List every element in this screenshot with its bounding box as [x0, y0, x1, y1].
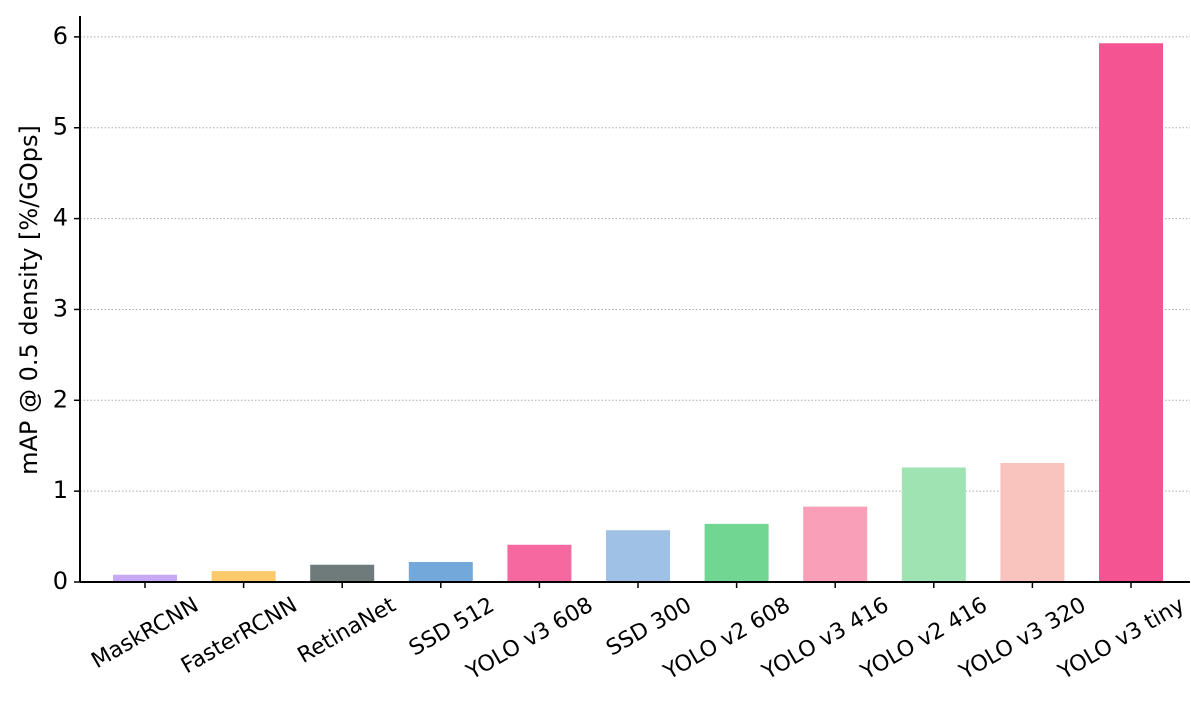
bar: [901, 467, 966, 582]
bar: [211, 571, 276, 582]
bar: [113, 574, 177, 582]
bar: [1099, 43, 1163, 582]
y-tick-label: 6: [53, 22, 68, 50]
bar: [1000, 462, 1065, 582]
y-axis-label: mAP @ 0.5 density [%/GOps]: [15, 125, 43, 475]
bar: [507, 544, 572, 582]
y-tick-label: 0: [53, 567, 68, 595]
bar: [803, 506, 868, 582]
bar: [310, 564, 375, 582]
y-tick-label: 4: [53, 204, 68, 232]
bar: [606, 530, 670, 582]
y-tick-label: 2: [53, 385, 68, 413]
y-tick-label: 5: [53, 113, 68, 141]
x-tick-label: RetinaNet: [294, 593, 401, 669]
bar: [704, 523, 769, 582]
bar: [408, 562, 473, 582]
y-tick-label: 3: [53, 294, 68, 322]
y-tick-label: 1: [53, 476, 68, 504]
